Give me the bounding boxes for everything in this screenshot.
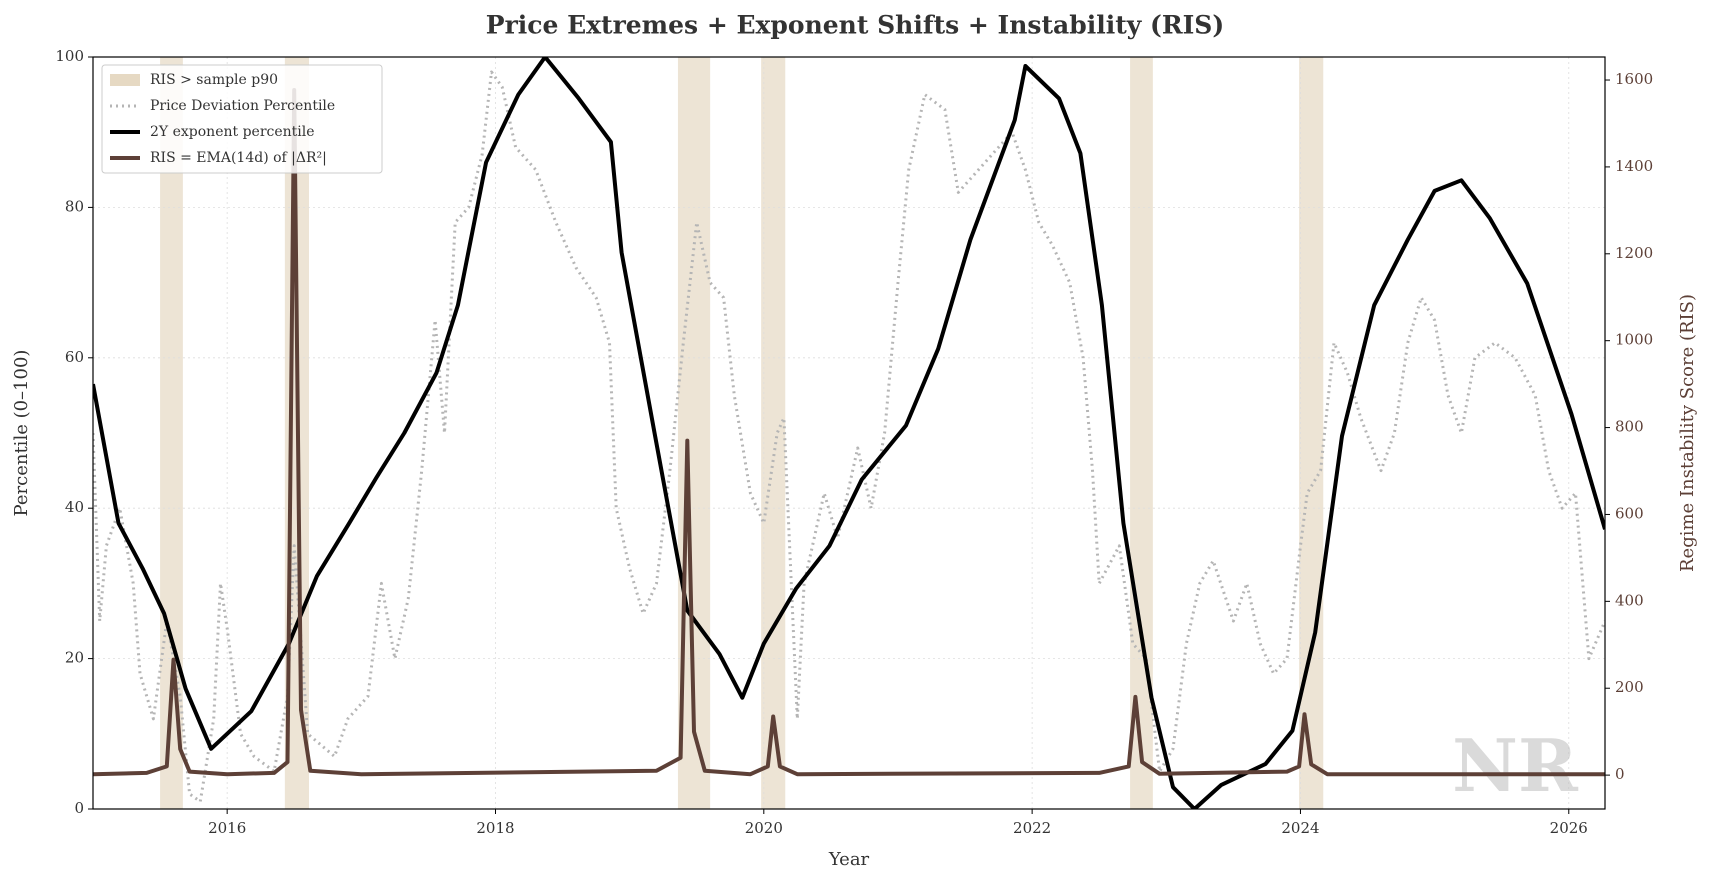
watermark: NR xyxy=(1452,723,1579,808)
y-tick-label: 60 xyxy=(65,348,84,366)
y2-tick-label: 400 xyxy=(1615,591,1644,609)
x-tick-label: 2024 xyxy=(1281,819,1319,837)
x-tick-label: 2026 xyxy=(1550,819,1588,837)
plot-frame xyxy=(92,56,1606,810)
y-tick-label: 0 xyxy=(74,799,84,817)
legend-label: RIS = EMA(14d) of |ΔR²| xyxy=(150,150,327,166)
y2-tick-label: 1000 xyxy=(1615,331,1653,349)
x-tick-label: 2016 xyxy=(208,819,246,837)
x-tick-label: 2020 xyxy=(745,819,783,837)
y2-tick-label: 1200 xyxy=(1615,244,1653,262)
instability-span xyxy=(1130,57,1153,809)
legend-label: Price Deviation Percentile xyxy=(150,98,335,114)
y2-tick-label: 1600 xyxy=(1615,70,1653,88)
instability-span xyxy=(1299,57,1324,809)
y-tick-label: 80 xyxy=(65,197,84,215)
series-line xyxy=(93,57,1605,809)
y2-axis-label: Regime Instability Score (RIS) xyxy=(1677,294,1698,572)
x-axis-label: Year xyxy=(828,849,870,870)
chart-title: Price Extremes + Exponent Shifts + Insta… xyxy=(486,11,1224,40)
y2-tick-label: 800 xyxy=(1615,418,1644,436)
series-line xyxy=(93,88,1605,777)
y2-tick-label: 200 xyxy=(1615,678,1644,696)
instability-span xyxy=(761,57,786,809)
y-tick-label: 100 xyxy=(55,47,84,65)
legend-label: 2Y exponent percentile xyxy=(150,124,315,140)
y2-tick-label: 1400 xyxy=(1615,157,1653,175)
y-axis-label: Percentile (0–100) xyxy=(11,350,32,517)
x-tick-label: 2022 xyxy=(1013,819,1051,837)
legend-box xyxy=(101,64,383,174)
y-tick-label: 20 xyxy=(65,649,84,667)
legend-swatch xyxy=(110,74,140,86)
y-tick-label: 40 xyxy=(65,498,84,516)
legend-label: RIS > sample p90 xyxy=(150,72,278,88)
x-tick-label: 2018 xyxy=(476,819,514,837)
y2-tick-label: 600 xyxy=(1615,504,1644,522)
y2-tick-label: 0 xyxy=(1615,765,1625,783)
series-line xyxy=(93,70,1605,803)
